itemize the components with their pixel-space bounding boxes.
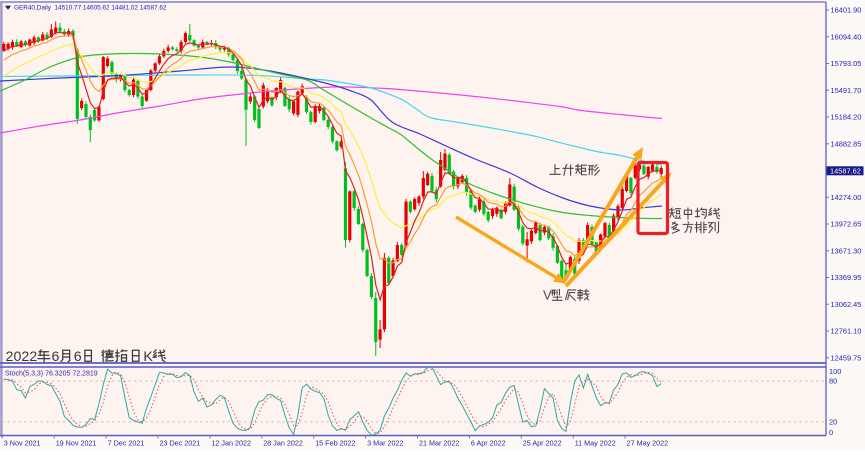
svg-text:7 Dec 2021: 7 Dec 2021: [108, 439, 145, 448]
svg-text:100: 100: [829, 367, 841, 376]
svg-text:28 Jan 2022: 28 Jan 2022: [263, 439, 303, 448]
svg-text:V: V: [543, 288, 552, 303]
svg-text:GER40,Daily 14510.77 14605.62: GER40,Daily 14510.77 14605.62 14481.02 1…: [14, 5, 167, 12]
svg-text:23 Dec 2021: 23 Dec 2021: [160, 439, 201, 448]
svg-text:0: 0: [829, 428, 833, 437]
svg-text:12 Jan 2022: 12 Jan 2022: [211, 439, 251, 448]
svg-text:14882.85: 14882.85: [831, 139, 862, 148]
svg-text:15 Feb 2022: 15 Feb 2022: [315, 439, 355, 448]
svg-text:11 May 2022: 11 May 2022: [575, 439, 616, 448]
svg-text:0: 0: [14, 349, 22, 365]
svg-text:16094.40: 16094.40: [831, 32, 862, 41]
svg-text:13671.30: 13671.30: [831, 246, 862, 255]
svg-text:25 Apr 2022: 25 Apr 2022: [523, 439, 562, 448]
svg-text:Stoch(5,3,3) 76.3205 72.2819: Stoch(5,3,3) 76.3205 72.2819: [5, 370, 98, 377]
svg-text:2: 2: [29, 349, 37, 365]
svg-text:15184.20: 15184.20: [831, 113, 862, 122]
svg-text:13972.65: 13972.65: [831, 220, 862, 229]
svg-text:13062.45: 13062.45: [831, 300, 862, 309]
svg-text:2: 2: [6, 349, 14, 365]
svg-text:27 May 2022: 27 May 2022: [627, 439, 669, 448]
svg-text:15793.05: 15793.05: [831, 59, 862, 68]
svg-text:21 Mar 2022: 21 Mar 2022: [419, 439, 459, 448]
svg-text:15491.70: 15491.70: [831, 86, 862, 95]
svg-text:2: 2: [21, 349, 29, 365]
svg-text:K: K: [143, 349, 153, 365]
svg-text:3 Mar 2022: 3 Mar 2022: [367, 439, 403, 448]
svg-text:19 Nov 2021: 19 Nov 2021: [56, 439, 97, 448]
svg-text:14587.62: 14587.62: [830, 167, 861, 176]
svg-text:6: 6: [74, 349, 82, 365]
svg-text:16401.90: 16401.90: [831, 6, 862, 15]
svg-text:12459.75: 12459.75: [831, 353, 862, 362]
svg-text:6: 6: [52, 349, 60, 365]
svg-text:20: 20: [829, 418, 837, 427]
svg-text:80: 80: [829, 377, 837, 386]
svg-text:12761.10: 12761.10: [831, 327, 862, 336]
svg-text:6 Apr 2022: 6 Apr 2022: [471, 439, 506, 448]
svg-text:13369.95: 13369.95: [831, 273, 862, 282]
svg-text:3 Nov 2021: 3 Nov 2021: [4, 439, 41, 448]
svg-text:14274.00: 14274.00: [831, 193, 862, 202]
